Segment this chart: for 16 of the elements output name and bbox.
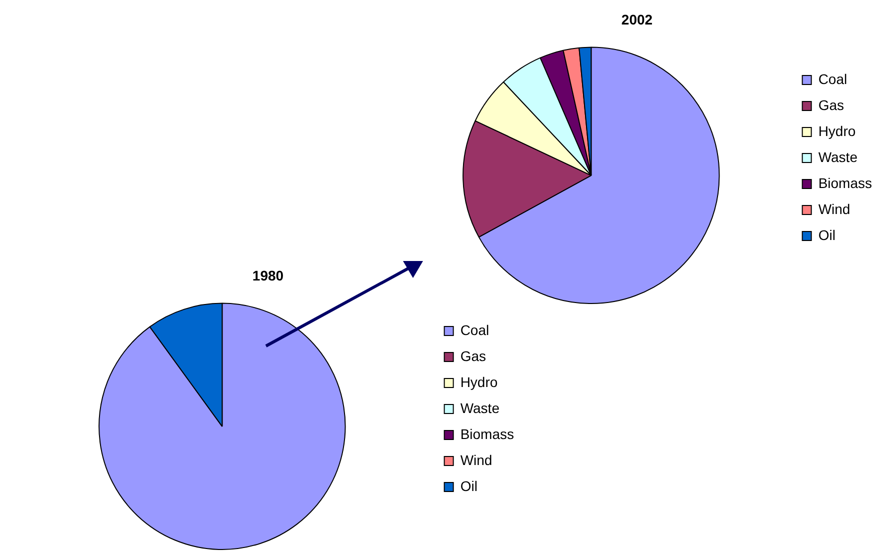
legend-label: Wind bbox=[818, 200, 850, 217]
legend-label: Oil bbox=[460, 478, 478, 494]
chart-title: 1980 bbox=[252, 267, 284, 284]
legend-label: Biomass bbox=[460, 426, 514, 442]
legend-label: Coal bbox=[818, 70, 848, 87]
legend-label: Waste bbox=[818, 148, 858, 165]
legend-label: Hydro bbox=[460, 374, 498, 390]
legend-label: Oil bbox=[818, 226, 836, 243]
legend-label: Biomass bbox=[818, 174, 872, 191]
legend-label: Gas bbox=[460, 348, 486, 364]
legend-label: Hydro bbox=[818, 122, 856, 139]
legend-label: Waste bbox=[460, 400, 500, 416]
legend-label: Gas bbox=[818, 96, 844, 113]
legend-label: Coal bbox=[460, 322, 490, 338]
chart-title: 2002 bbox=[621, 11, 653, 28]
legend-label: Wind bbox=[460, 452, 492, 468]
